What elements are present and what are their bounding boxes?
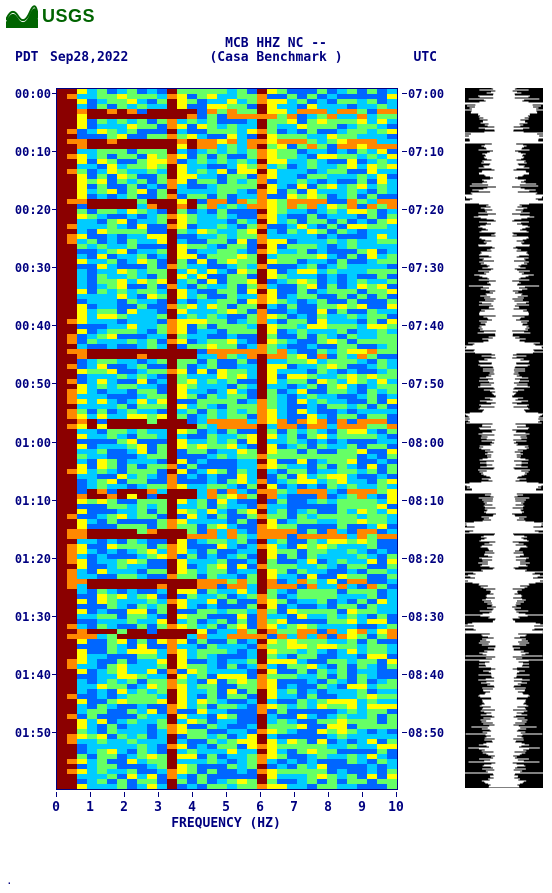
y-left-tick: 00:00 <box>15 87 51 101</box>
amplitude-waveform <box>465 88 543 788</box>
x-tick: 9 <box>358 800 366 815</box>
footer-mark: . <box>6 874 13 887</box>
y-right-tick: 07:30 <box>408 261 444 275</box>
y-left-tick: 00:50 <box>15 377 51 391</box>
x-tick: 2 <box>120 800 128 815</box>
y-right-tick: 07:10 <box>408 145 444 159</box>
y-left-tick: 01:40 <box>15 668 51 682</box>
y-right-tick: 07:00 <box>408 87 444 101</box>
x-tick: 6 <box>256 800 264 815</box>
benchmark-label: (Casa Benchmark ) <box>0 50 552 65</box>
y-axis-left: 00:00 00:10 00:20 00:30 00:40 00:50 01:00 01:10… <box>0 88 54 788</box>
y-left-tick: 00:10 <box>15 145 51 159</box>
spectrogram-heatmap <box>56 88 398 790</box>
y-right-tick: 08:10 <box>408 494 444 508</box>
tz-right-label: UTC <box>414 50 437 65</box>
y-right-tick: 08:00 <box>408 436 444 450</box>
y-left-tick: 00:40 <box>15 319 51 333</box>
y-left-tick: 01:50 <box>15 726 51 740</box>
x-axis: FREQUENCY (HZ) 012345678910 <box>56 792 396 842</box>
x-tick: 7 <box>290 800 298 815</box>
y-left-tick: 01:30 <box>15 610 51 624</box>
y-axis-right: 07:00 07:10 07:20 07:30 07:40 07:50 08:00 08:10… <box>400 88 460 788</box>
y-left-tick: 01:10 <box>15 494 51 508</box>
x-tick: 4 <box>188 800 196 815</box>
y-right-tick: 08:50 <box>408 726 444 740</box>
station-name: MCB HHZ NC -- <box>0 36 552 51</box>
y-right-tick: 08:20 <box>408 552 444 566</box>
y-left-tick: 00:20 <box>15 203 51 217</box>
x-tick: 0 <box>52 800 60 815</box>
y-right-tick: 07:40 <box>408 319 444 333</box>
amplitude-panel <box>465 88 543 788</box>
y-left-tick: 00:30 <box>15 261 51 275</box>
x-axis-label: FREQUENCY (HZ) <box>56 816 396 831</box>
x-tick: 5 <box>222 800 230 815</box>
x-tick: 3 <box>154 800 162 815</box>
usgs-logo-text: USGS <box>42 6 95 27</box>
x-tick: 1 <box>86 800 94 815</box>
x-tick: 8 <box>324 800 332 815</box>
y-right-tick: 08:30 <box>408 610 444 624</box>
usgs-logo: USGS <box>6 4 95 28</box>
usgs-wave-icon <box>6 4 38 28</box>
y-right-tick: 07:50 <box>408 377 444 391</box>
y-left-tick: 01:20 <box>15 552 51 566</box>
y-right-tick: 07:20 <box>408 203 444 217</box>
y-right-tick: 08:40 <box>408 668 444 682</box>
x-tick: 10 <box>388 800 404 815</box>
y-left-tick: 01:00 <box>15 436 51 450</box>
